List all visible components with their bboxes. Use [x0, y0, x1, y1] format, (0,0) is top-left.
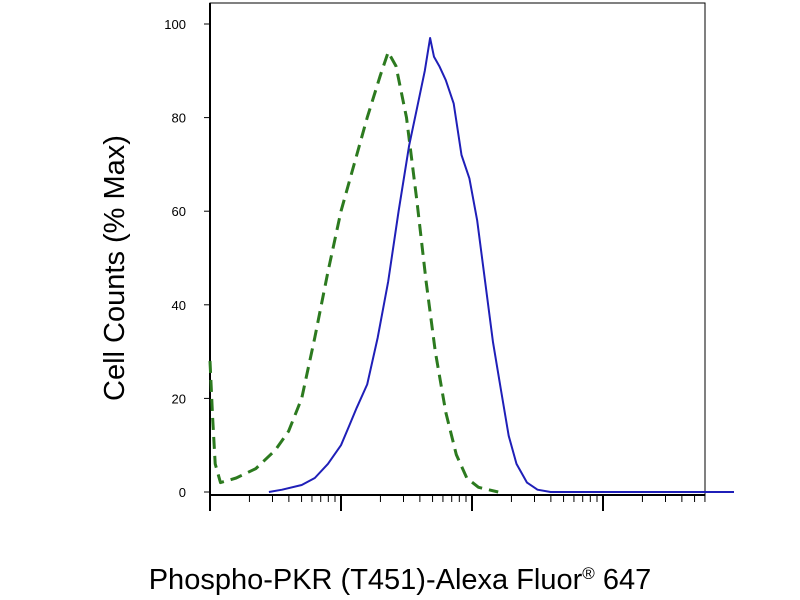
y-tick-label: 0 — [179, 485, 186, 500]
y-tick-label: 20 — [172, 391, 186, 406]
y-tick-label: 100 — [164, 17, 186, 32]
plot-frame — [209, 2, 706, 507]
x-axis-title: Phospho-PKR (T451)-Alexa Fluor® 647 — [149, 564, 652, 596]
x-axis-ticks — [209, 495, 706, 511]
y-axis-title: Cell Counts (% Max) — [99, 135, 131, 401]
x-axis-title-main: Phospho-PKR (T451)-Alexa Fluor — [149, 564, 583, 596]
sample-histogram-solid — [268, 37, 734, 493]
series-layer — [208, 37, 734, 494]
x-axis-title-tail: 647 — [595, 564, 651, 596]
y-axis-ticks: 0 20 40 60 80 100 — [164, 17, 210, 500]
y-tick-label: 60 — [172, 204, 186, 219]
x-axis-title-registered: ® — [582, 564, 595, 583]
control-histogram-dashed — [208, 50, 499, 494]
y-tick-label: 40 — [172, 298, 186, 313]
plot-border — [209, 2, 706, 496]
y-tick-label: 80 — [172, 111, 186, 126]
